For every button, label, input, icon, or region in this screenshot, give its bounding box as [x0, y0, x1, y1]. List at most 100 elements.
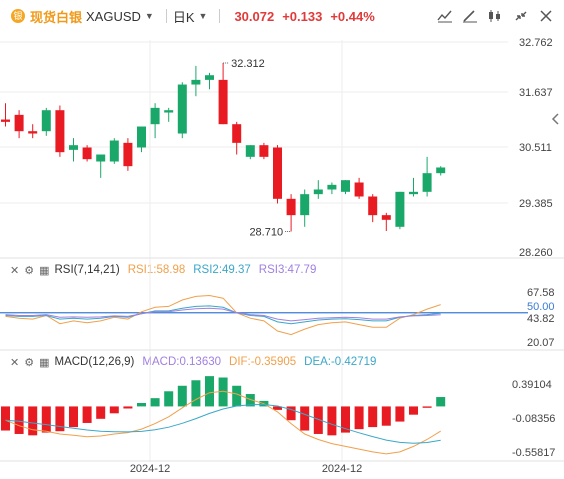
gear-icon[interactable]: ⚙ — [24, 356, 35, 369]
candle-body — [422, 173, 432, 192]
candle-body — [232, 124, 242, 143]
candle-body — [41, 110, 51, 132]
rsi-header: ✕ ⚙ ▦ RSI(7,14,21) RSI1:58.98 RSI2:49.37… — [0, 262, 316, 278]
chevron-left-icon[interactable] — [548, 112, 564, 126]
candle-body — [69, 145, 78, 150]
gear-icon[interactable]: ⚙ — [24, 264, 35, 277]
macd-histogram-bar — [409, 406, 418, 415]
y-tick-label: 32.762 — [519, 37, 553, 49]
candle-body — [286, 198, 296, 216]
x-tick-label: 2024-12 — [322, 463, 362, 475]
macd-histogram-bar — [150, 398, 160, 407]
candle-body — [28, 131, 38, 134]
macd-histogram-bar — [205, 376, 214, 407]
macd-title[interactable]: MACD(12,26,9) — [54, 356, 135, 368]
candle-body — [313, 189, 323, 195]
candle-body — [327, 184, 337, 190]
price-change-percent: +0.44% — [330, 8, 375, 24]
rsi-title[interactable]: RSI(7,14,21) — [54, 264, 120, 276]
rsi3-legend: RSI3:47.79 — [258, 264, 317, 276]
macd-histogram-bar — [123, 406, 133, 409]
candle-style-icon[interactable] — [486, 9, 502, 23]
rsi-y-tick-label: 50.00 — [527, 301, 555, 313]
rsi-series-line — [5, 305, 441, 325]
candle-body — [123, 142, 133, 167]
collapse-icon[interactable]: ✕ — [10, 356, 20, 369]
macd-histogram-bar — [109, 406, 119, 414]
chevron-down-icon[interactable]: ▼ — [198, 11, 208, 21]
macd-histogram-bar — [177, 385, 187, 407]
dif-line — [5, 390, 441, 455]
macd-histogram-bar — [422, 406, 432, 408]
rsi-series-line — [5, 294, 441, 336]
candle-body — [381, 215, 391, 220]
high-price-label: 32.312 — [231, 58, 265, 70]
candle-body — [1, 119, 10, 122]
y-tick-label: 31.637 — [519, 87, 553, 99]
divider — [219, 9, 221, 23]
candle-body — [354, 182, 364, 197]
candle-body — [96, 154, 106, 162]
macd-histogram-bar — [164, 391, 174, 407]
macd-histogram-bar — [218, 377, 228, 407]
macd-histogram-bar — [245, 394, 255, 407]
period-selector[interactable]: 日K — [172, 9, 195, 25]
macd-histogram-bar — [286, 406, 296, 421]
macd-legend: MACD:0.13630 — [142, 356, 222, 368]
macd-histogram-bar — [28, 406, 38, 436]
rsi-y-tick-label: 67.58 — [527, 287, 555, 299]
candle-body — [164, 110, 174, 113]
candle-body — [218, 79, 228, 125]
rsi-y-tick-label: 43.82 — [527, 313, 555, 325]
silver-coin-icon: 银 — [11, 9, 25, 23]
macd-histogram-bar — [368, 406, 378, 428]
symbol-code[interactable]: XAGUSD — [86, 8, 141, 24]
draw-tool-icon[interactable] — [462, 9, 478, 23]
candle-body — [82, 147, 92, 160]
indicator-icon: ▦ — [39, 264, 50, 277]
macd-header: ✕ ⚙ ▦ MACD(12,26,9) MACD:0.13630 DIF:-0.… — [0, 354, 376, 370]
macd-histogram-bar — [273, 406, 282, 410]
y-tick-label: 28.260 — [519, 247, 553, 259]
candle-body — [177, 84, 187, 134]
macd-histogram-bar — [191, 380, 201, 407]
macd-histogram-bar — [1, 406, 10, 431]
macd-histogram-bar — [69, 406, 78, 428]
candle-body — [341, 180, 350, 192]
compress-icon[interactable] — [513, 9, 529, 23]
macd-histogram-bar — [381, 406, 391, 426]
candle-body — [300, 194, 310, 216]
dif-legend: DIF:-0.35905 — [229, 356, 297, 368]
macd-histogram-bar — [354, 406, 364, 430]
macd-histogram-bar — [232, 385, 242, 407]
candle-body — [395, 191, 405, 227]
macd-histogram-bar — [327, 406, 337, 436]
candle-body — [245, 145, 255, 157]
macd-histogram-bar — [341, 406, 350, 433]
candle-body — [137, 126, 146, 148]
candle-body — [150, 107, 160, 125]
candle-body — [55, 110, 65, 153]
price-change: +0.133 — [282, 8, 323, 24]
candle-body — [436, 167, 446, 174]
line-chart-icon[interactable] — [437, 9, 453, 23]
collapse-icon[interactable]: ✕ — [10, 264, 20, 277]
last-price: 30.072 — [234, 8, 275, 24]
macd-histogram-bar — [55, 406, 65, 432]
macd-histogram-bar — [395, 406, 405, 422]
chevron-down-icon[interactable]: ▼ — [144, 11, 154, 21]
y-tick-label: 29.385 — [519, 198, 553, 210]
candle-body — [259, 145, 269, 157]
macd-y-tick-label: 0.39104 — [512, 379, 552, 391]
dea-line — [5, 403, 441, 444]
rsi-y-tick-label: 20.07 — [527, 337, 555, 349]
macd-histogram-bar — [96, 406, 106, 419]
macd-histogram-bar — [41, 406, 51, 433]
instrument-name[interactable]: 现货白银 — [30, 9, 83, 25]
macd-histogram-bar — [300, 406, 310, 431]
rsi1-legend: RSI1:58.98 — [127, 264, 186, 276]
macd-histogram-bar — [14, 406, 24, 434]
close-icon[interactable] — [538, 9, 554, 23]
